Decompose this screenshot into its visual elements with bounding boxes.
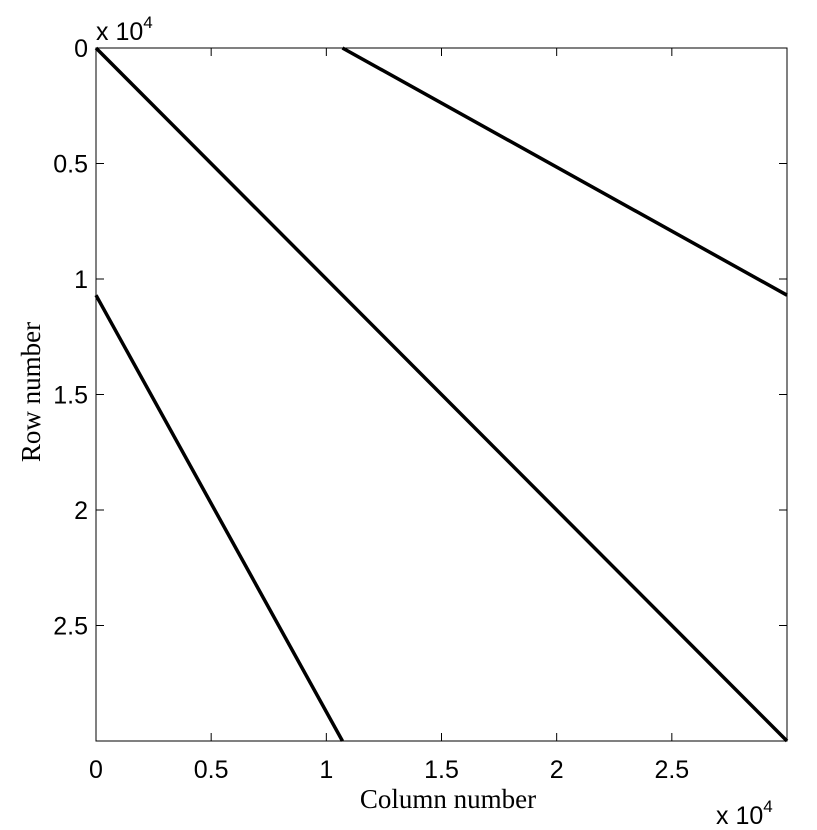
x-multiplier-base: x 10 [716,802,763,830]
x-tick-label: 1 [319,756,333,784]
line [94,294,344,742]
y-tick-label: 1.5 [53,382,88,410]
x-axis-label: Column number [360,784,536,814]
y-tick-label: 1 [74,266,88,294]
line [341,46,788,297]
x-tick-label: 2 [550,756,564,784]
y-multiplier-base: x 10 [96,18,143,46]
y-tick-label: 2.5 [53,613,88,641]
x-tick-label: 1.5 [424,756,459,784]
y-axis-label: Row number [16,322,46,462]
line [94,46,789,743]
y-multiplier-exponent: 4 [143,13,152,32]
x-tick-label: 0 [89,756,103,784]
y-multiplier: x 104 [96,13,153,46]
x-multiplier-exponent: 4 [763,797,772,816]
y-tick-label: 2 [74,497,88,525]
x-multiplier: x 104 [716,797,773,830]
y-tick-label: 0 [74,35,88,63]
x-tick-label: 2.5 [654,756,689,784]
y-tick-label: 0.5 [53,151,88,179]
x-tick-label: 0.5 [194,756,229,784]
